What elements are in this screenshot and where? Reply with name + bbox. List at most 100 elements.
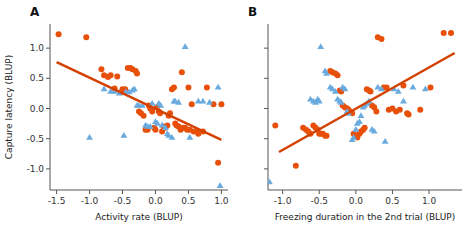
circle-point [362,125,368,131]
panel: -1.5 -1.0 -0.5 0.0 0.5 1.0 -1.0 -0.5 0.0 0.5 1.0 Ac… [4,5,229,222]
circle-point [83,34,89,40]
triangle-point [358,112,365,118]
circle-point [179,69,185,75]
x-tick-label: -0.5 [114,196,132,206]
x-tick-label: 1.0 [422,196,437,206]
x-axis-label: Freezing duration in the 2nd trial (BLUP… [275,212,455,222]
x-tick-label: -1.5 [48,196,66,206]
y-tick-label: -0.5 [26,134,44,144]
regression-line [279,53,455,152]
x-tick [429,190,430,194]
circle-point [98,66,104,72]
triangle-point [341,86,348,92]
circle-point [204,84,210,90]
triangle-point [356,118,363,124]
triangle-point [86,134,93,140]
triangle-point [120,132,127,138]
circle-point [397,107,403,113]
circle-point [189,101,195,107]
circle-point [373,109,379,115]
triangle-point [157,102,164,108]
triangle-point [131,86,138,92]
triangle-point [410,84,417,90]
triangle-point [422,86,429,92]
circle-point [152,127,158,133]
circle-point [171,84,177,90]
circle-point [272,122,278,128]
x-axis-label: Activity rate (BLUP) [95,212,182,222]
x-tick-label: 0.0 [148,196,163,206]
y-tick [264,168,268,169]
circle-point [141,113,147,119]
triangle-point [175,99,182,105]
triangle-point [186,134,193,140]
y-tick-label: 0.5 [30,73,44,83]
y-tick-label: 0.0 [30,104,45,114]
x-tick [188,190,189,194]
x-tick [56,190,57,194]
y-tick [46,108,50,109]
circle-point [441,30,447,36]
triangle-point [323,70,330,76]
x-tick [122,190,123,194]
plot-area [268,30,455,184]
circle-point [417,107,423,113]
triangle-point [316,98,323,104]
triangle-point [215,84,222,90]
y-tick [264,78,268,79]
chart-canvas: -1.5 -1.0 -0.5 0.0 0.5 1.0 -1.0 -0.5 0.0 0.5 1.0 Ac… [0,0,474,236]
x-tick-label: -1.0 [274,196,292,206]
triangle-point [206,99,213,105]
triangle-point [371,128,378,134]
triangle-point [162,124,169,130]
x-tick-label: -0.5 [310,196,328,206]
triangle-point [352,126,359,132]
circle-point [56,31,62,37]
triangle-point [395,88,402,94]
y-tick [46,168,50,169]
triangle-point [332,88,339,94]
circle-point [428,84,434,90]
x-tick [392,190,393,194]
circle-point [215,160,221,166]
circle-point [367,89,373,95]
y-tick-label: 1.0 [30,43,45,53]
regression-line [57,62,222,140]
circle-point [108,72,114,78]
circle-point [293,163,299,169]
triangle-point [338,99,345,105]
triangle-point [200,98,207,104]
circle-point [185,84,191,90]
circle-point [134,70,140,76]
y-tick [264,48,268,49]
y-axis-label: Capture latency (BLUP) [4,55,14,159]
triangle-point [182,43,189,49]
circle-point [218,101,224,107]
circle-point [114,74,120,80]
y-tick [264,138,268,139]
x-tick-label: 0.5 [385,196,399,206]
x-tick-label: 0.0 [349,196,364,206]
plot-area [56,31,225,188]
x-tick-label: 0.5 [181,196,195,206]
panel-label: A [30,5,40,19]
y-tick [46,48,50,49]
x-tick-label: 1.0 [214,196,229,206]
circle-point [324,133,330,139]
y-tick [46,138,50,139]
x-tick [355,190,356,194]
x-tick [155,190,156,194]
triangle-point [382,138,389,144]
y-tick-label: -1.0 [26,164,44,174]
circle-point [406,112,412,118]
triangle-point [378,86,385,92]
triangle-point [350,134,357,140]
x-tick [221,190,222,194]
x-tick-label: -1.0 [81,196,99,206]
y-axis-line [268,24,269,190]
y-tick [46,78,50,79]
x-tick [282,190,283,194]
circle-point [448,30,454,36]
circle-point [335,72,341,78]
x-axis-line [268,190,462,191]
